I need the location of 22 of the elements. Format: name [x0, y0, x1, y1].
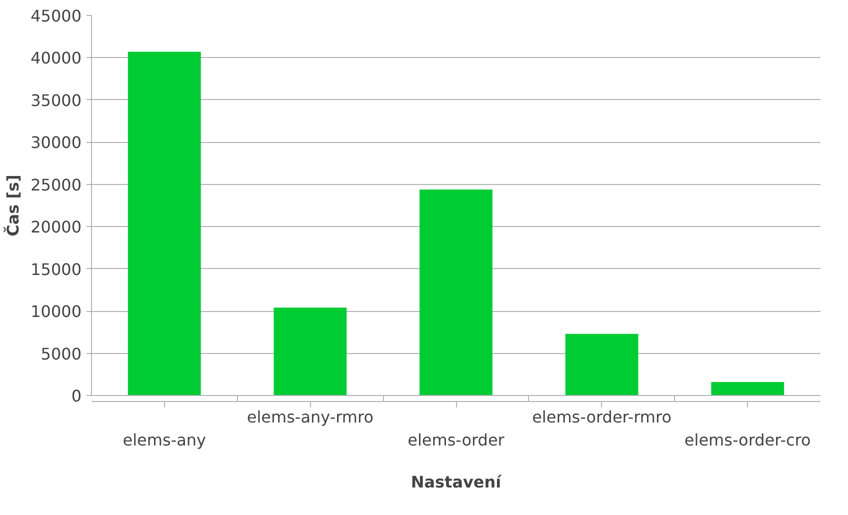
bar [128, 52, 201, 396]
x-tick-label: elems-order-rmro [532, 408, 672, 426]
y-tick-label: 0 [71, 386, 82, 406]
y-axis-title: Čas [s] [4, 174, 23, 236]
bar [274, 308, 347, 396]
x-tick-label: elems-any [122, 430, 206, 450]
y-tick-label: 10000 [30, 302, 82, 322]
y-tick-label: 35000 [30, 90, 82, 110]
x-tick-label: elems-order-cro [684, 430, 811, 450]
y-tick-label: 20000 [30, 218, 82, 237]
y-tick-label: 25000 [30, 175, 82, 194]
bar [711, 382, 784, 396]
x-axis-title: Nastavení [410, 472, 503, 492]
y-tick-label: 40000 [30, 48, 82, 68]
y-tick-label: 5000 [40, 344, 82, 364]
y-tick-label: 45000 [30, 6, 82, 26]
x-tick-label: elems-any-rmro [246, 408, 374, 426]
bar [565, 334, 638, 396]
x-tick-label: elems-order [408, 430, 505, 450]
y-tick-label: 15000 [30, 260, 82, 279]
y-tick-label: 30000 [30, 133, 82, 152]
bar [420, 189, 492, 396]
